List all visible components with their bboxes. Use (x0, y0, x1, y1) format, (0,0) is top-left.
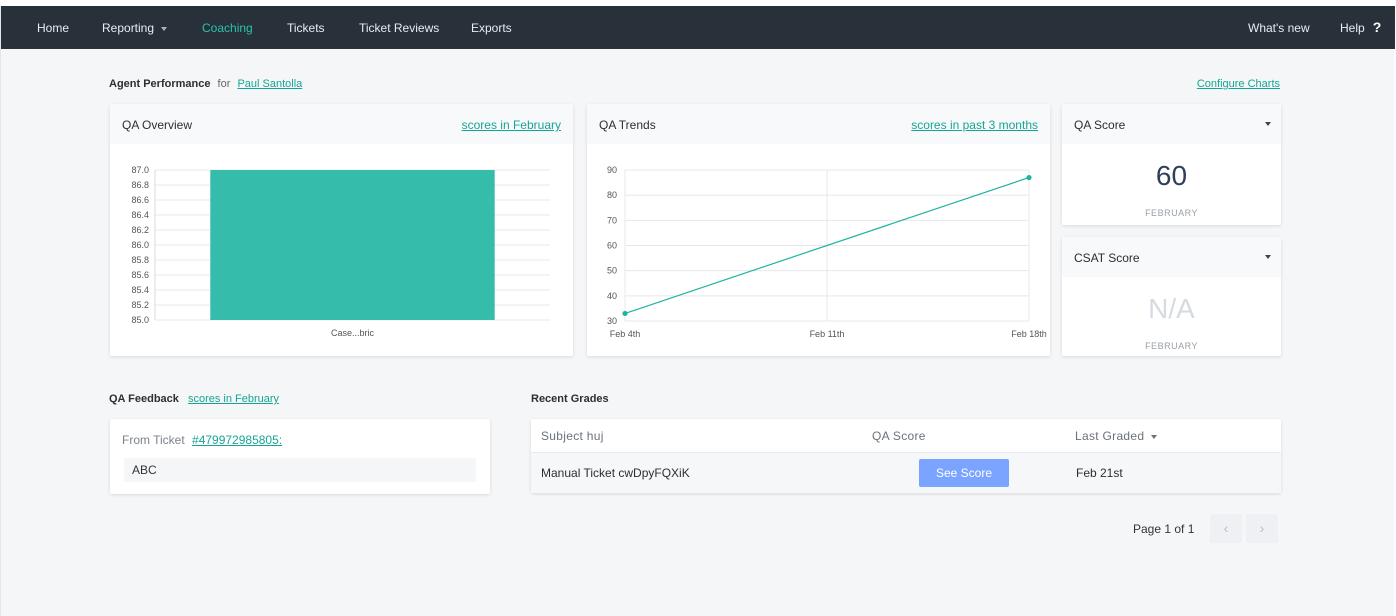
nav-exports[interactable]: Exports (471, 21, 512, 35)
csat-score-title: CSAT Score (1074, 251, 1140, 265)
col-subject: Subject huj (541, 429, 604, 443)
qa-feedback-header: QA Feedback scores in February (109, 393, 279, 405)
page-indicator: Page 1 of 1 (1133, 522, 1195, 536)
qa-score-header[interactable]: QA Score (1062, 104, 1281, 144)
y-tick-label: 85.6 (131, 270, 149, 280)
page-header: Agent Performance for Paul Santolla (109, 78, 302, 90)
nav-help-label: Help (1340, 21, 1365, 35)
qa-overview-title: QA Overview (122, 118, 193, 132)
nav-tickets[interactable]: Tickets (287, 21, 325, 35)
csat-score-value: N/A (1148, 293, 1195, 324)
y-tick-label: 86.2 (131, 225, 149, 235)
chevron-right-icon: › (1259, 520, 1265, 536)
qa-trends-period-link[interactable]: scores in past 3 months (911, 118, 1038, 132)
y-tick-label: 70 (607, 215, 617, 225)
data-point (1026, 174, 1032, 181)
y-tick-label: 85.0 (131, 315, 149, 325)
nav-coaching[interactable]: Coaching (202, 21, 253, 35)
y-tick-label: 50 (607, 266, 617, 276)
ticket-link[interactable]: #479972985805: (192, 433, 283, 447)
nav-ticket-reviews[interactable]: Ticket Reviews (359, 21, 440, 35)
next-page-button[interactable]: › (1246, 514, 1278, 543)
for-label: for (217, 78, 231, 90)
nav-help[interactable]: Help? (1340, 19, 1381, 35)
y-tick-label: 87.0 (131, 165, 149, 175)
qa-overview-card: QA Overview scores in February 87.0 86.8 8… (110, 104, 573, 356)
row-subject: Manual Ticket cwDpyFQXiK (541, 466, 690, 480)
qa-overview-period-link[interactable]: scores in February (461, 118, 561, 132)
top-nav: Home Reporting Coaching Tickets Ticket R… (1, 6, 1395, 49)
y-tick-label: 86.0 (131, 240, 149, 250)
qa-overview-header: QA Overview scores in February (110, 104, 573, 144)
table-header: Subject huj QA Score Last Graded (531, 419, 1281, 453)
csat-score-card: CSAT Score N/A FEBRUARY (1062, 237, 1281, 356)
prev-page-button[interactable]: ‹ (1210, 514, 1242, 543)
qa-trends-chart: 90 80 70 60 50 40 30 Feb 4th Feb 11th Feb 18th (607, 165, 1047, 339)
qa-feedback-period-link[interactable]: scores in February (187, 393, 280, 405)
x-tick-label: Feb 4th (610, 329, 641, 339)
chevron-down-icon[interactable] (1265, 255, 1271, 259)
chevron-down-icon[interactable] (1265, 122, 1271, 126)
table-row: Manual Ticket cwDpyFQXiK See Score Feb 2… (531, 453, 1281, 493)
see-score-button[interactable]: See Score (919, 459, 1009, 487)
y-tick-label: 86.4 (131, 210, 149, 220)
qa-trends-card: QA Trends scores in past 3 months 90 80 70… (587, 104, 1050, 356)
qa-feedback-title: QA Feedback (109, 393, 179, 405)
app-frame: Home Reporting Coaching Tickets Ticket R… (0, 6, 1395, 616)
data-point (622, 310, 628, 317)
qa-trends-header: QA Trends scores in past 3 months (587, 104, 1050, 144)
qa-overview-chart: 87.0 86.8 86.6 86.4 86.2 86.0 85.8 85.6 85.4 85.2… (131, 165, 550, 338)
from-ticket-label: From Ticket (122, 433, 185, 447)
configure-charts-link[interactable]: Configure Charts (1196, 78, 1280, 90)
feedback-source: From Ticket #479972985805: (122, 433, 282, 447)
series-line (624, 176, 1030, 315)
x-tick-label: Case...bric (331, 328, 375, 338)
y-tick-label: 30 (607, 316, 617, 326)
y-tick-label: 85.4 (131, 285, 149, 295)
qa-score-card: QA Score 60 FEBRUARY (1062, 104, 1281, 225)
recent-grades-table: Subject huj QA Score Last Graded Manual … (531, 419, 1281, 493)
csat-score-header[interactable]: CSAT Score (1062, 237, 1281, 277)
row-last-graded: Feb 21st (1076, 466, 1123, 480)
nav-home[interactable]: Home (37, 21, 70, 35)
y-tick-label: 86.6 (131, 195, 149, 205)
qa-score-title: QA Score (1074, 118, 1126, 132)
recent-grades-title: Recent Grades (531, 393, 609, 405)
agent-link[interactable]: Paul Santolla (237, 78, 303, 90)
col-last-graded-label: Last Graded (1075, 429, 1145, 443)
y-tick-label: 86.8 (131, 180, 149, 190)
qa-score-value: 60 (1155, 160, 1188, 191)
sort-desc-icon (1151, 434, 1158, 439)
y-tick-label: 90 (607, 165, 617, 175)
chevron-down-icon (161, 26, 168, 31)
nav-reporting[interactable]: Reporting (102, 21, 168, 35)
nav-reporting-label: Reporting (102, 21, 155, 35)
page-title: Agent Performance (109, 78, 211, 90)
x-tick-label: Feb 18th (1011, 329, 1047, 339)
qa-feedback-card: From Ticket #479972985805: ABC (110, 419, 490, 494)
y-tick-label: 40 (607, 291, 617, 301)
feedback-text: ABC (124, 458, 476, 482)
qa-score-period: FEBRUARY (1145, 208, 1198, 218)
col-qa-score: QA Score (872, 429, 926, 443)
x-tick-label: Feb 11th (810, 329, 845, 339)
y-tick-label: 60 (607, 241, 617, 251)
nav-whats-new[interactable]: What's new (1248, 21, 1310, 35)
y-tick-label: 85.8 (131, 255, 149, 265)
qa-trends-title: QA Trends (599, 118, 656, 132)
col-last-graded[interactable]: Last Graded (1075, 429, 1158, 443)
csat-score-period: FEBRUARY (1145, 341, 1198, 351)
y-tick-label: 85.2 (131, 300, 149, 310)
bar (210, 170, 495, 320)
chevron-left-icon: ‹ (1223, 520, 1229, 536)
y-tick-label: 80 (607, 190, 617, 200)
help-icon: ? (1372, 19, 1382, 35)
